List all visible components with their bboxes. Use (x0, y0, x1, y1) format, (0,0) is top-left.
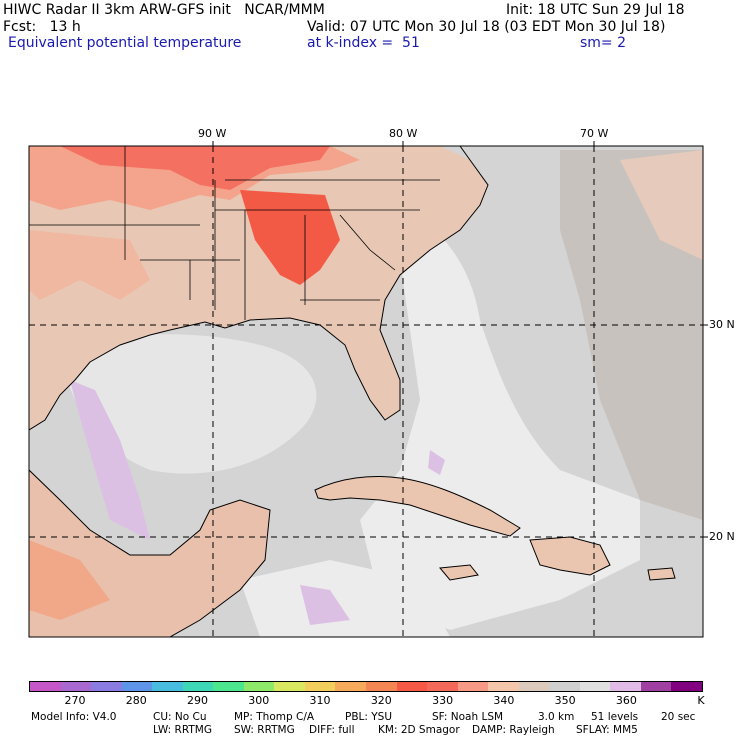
mexico-coastline (29, 469, 271, 637)
colorbar-segment (488, 682, 519, 691)
lavender-patch (70, 380, 150, 540)
warm-patch (29, 540, 110, 620)
colorbar-segment (610, 682, 641, 691)
gulf-light-region (60, 334, 317, 474)
colorbar-segment (60, 682, 92, 691)
colorbar-tick-label: 300 (248, 694, 270, 707)
colorbar-segment (213, 682, 244, 691)
colorbar-tick-label: 280 (125, 694, 147, 707)
sw-scheme: SW: RRTMG (234, 724, 295, 736)
colorbar-segment (366, 682, 397, 691)
colorbar-segment (335, 682, 367, 691)
colorbar-segment (121, 682, 153, 691)
lon-label-70w: 70 W (580, 127, 609, 140)
warm-patch (29, 230, 150, 300)
valid-time: Valid: 07 UTC Mon 30 Jul 18 (03 EDT Mon … (307, 19, 666, 35)
cu-scheme: CU: No Cu (153, 711, 207, 723)
lon-label-90w: 90 W (198, 127, 227, 140)
jamaica (439, 564, 479, 581)
sf-scheme: SF: Noah LSM (432, 711, 504, 723)
km-scheme: KM: 2D Smagor (378, 724, 460, 736)
colorbar-tick-label: 330 (432, 694, 454, 707)
colorbar-segment (427, 682, 458, 691)
hot-band (60, 146, 330, 190)
diff-scheme: DIFF: full (309, 724, 355, 736)
lat-label-20n: 20 N (709, 530, 735, 543)
colorbar-segment (243, 682, 275, 691)
east-warm-patch (620, 150, 703, 260)
init-time: Init: 18 UTC Sun 29 Jul 18 (506, 2, 685, 18)
smoothing: sm= 2 (580, 35, 627, 51)
colorbar-segment (396, 682, 428, 691)
levels: 51 levels (591, 711, 639, 723)
field-name: Equivalent potential temperature (8, 35, 242, 51)
k-index: at k-index = 51 (307, 35, 420, 51)
cuba (314, 476, 521, 537)
forecast-hour: Fcst: 13 h (3, 19, 81, 35)
colorbar-segment (30, 682, 61, 691)
colorbar-tick-label: 360 (615, 694, 637, 707)
damp-scheme: DAMP: Rayleigh (472, 724, 555, 736)
colorbar-segment (304, 682, 336, 691)
light-ocean-region (360, 200, 640, 630)
resolution: 3.0 km (538, 711, 575, 723)
colorbar-segment (640, 682, 672, 691)
plot-title: HIWC Radar II 3km ARW-GFS init NCAR/MMM (3, 2, 325, 18)
sflay-scheme: SFLAY: MM5 (576, 724, 638, 736)
state-borders (29, 146, 440, 320)
colorbar-segment (182, 682, 214, 691)
colorbar-segment (671, 682, 703, 691)
lw-scheme: LW: RRTMG (153, 724, 212, 736)
colorbar-segment (549, 682, 580, 691)
axis-ticks (212, 141, 708, 538)
map-frame (28, 145, 704, 638)
colorbar-segment (91, 682, 122, 691)
colorbar (29, 681, 703, 692)
lavender-patch (300, 585, 350, 625)
colorbar-tick-label: 320 (370, 694, 392, 707)
us-land (29, 146, 488, 430)
puerto-rico (647, 567, 676, 581)
colorbar-segment (579, 682, 611, 691)
colorbar-segment (274, 682, 305, 691)
colorbar-tick-label: 290 (187, 694, 208, 707)
colorbar-tick-label: 310 (309, 694, 331, 707)
colorbar-tick-label: 350 (554, 694, 576, 707)
model-info: Model Info: V4.0 (31, 711, 117, 723)
hispaniola (529, 536, 611, 576)
colorbar-segment (152, 682, 183, 691)
mp-scheme: MP: Thomp C/A (234, 711, 315, 723)
colorbar-tick-label: 340 (493, 694, 515, 707)
colorbar-unit: K (697, 694, 705, 707)
lat-label-30n: 30 N (709, 318, 735, 331)
lavender-patch (428, 450, 445, 475)
caribbean-light-region (240, 560, 450, 637)
hot-core (240, 190, 340, 285)
grid-lines (29, 146, 703, 637)
colorbar-tick-label: 270 (64, 694, 86, 707)
coastline (29, 146, 489, 431)
timestep: 20 sec (661, 711, 696, 723)
colorbar-segment (457, 682, 489, 691)
pbl-scheme: PBL: YSU (345, 711, 393, 723)
lon-label-80w: 80 W (389, 127, 418, 140)
colorbar-segment (518, 682, 550, 691)
